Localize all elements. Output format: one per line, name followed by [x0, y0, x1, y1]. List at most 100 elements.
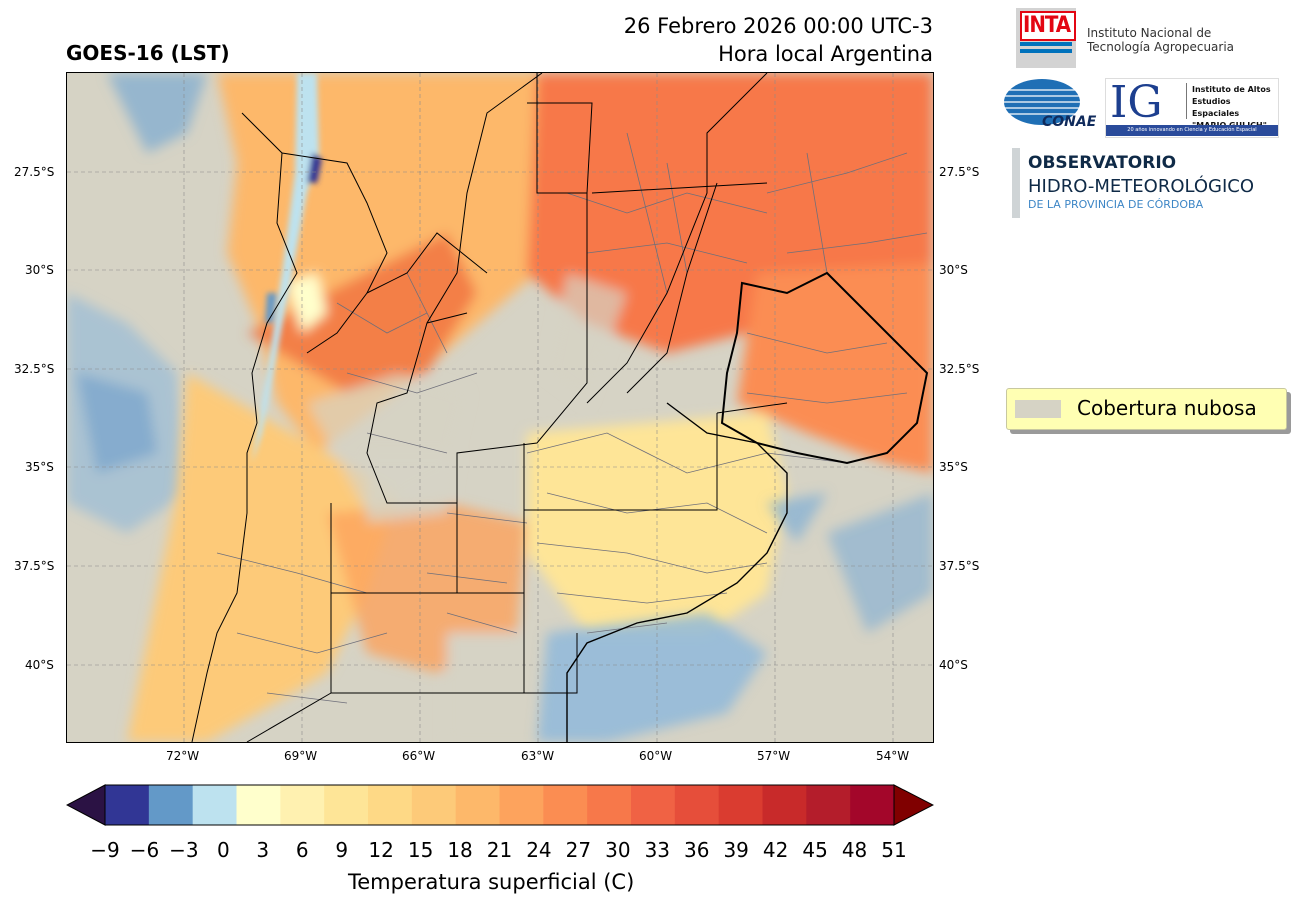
province-boundaries [191, 73, 788, 742]
colorbar-tick-label: 21 [486, 838, 513, 862]
inta-name-line: Tecnología Agropecuaria [1087, 40, 1235, 54]
lon-label: 54°W [876, 749, 910, 763]
colorbar [65, 784, 935, 826]
lat-label-right: 32.5°S [939, 362, 980, 376]
legend-label: Cobertura nubosa [1077, 396, 1257, 420]
lon-label: 63°W [521, 749, 555, 763]
ig-logo-mark: IG [1110, 77, 1163, 128]
uruguay-border [720, 271, 929, 465]
colorbar-tick-label: −3 [169, 838, 199, 862]
colorbar-segment [236, 785, 281, 825]
colorbar-segment [148, 785, 194, 825]
lon-label: 66°W [402, 749, 436, 763]
colorbar-label: Temperatura superficial (C) [348, 870, 635, 894]
colorbar-tick-label: 0 [216, 838, 230, 862]
lat-label-right: 37.5°S [939, 559, 980, 573]
colorbar-tick-label: 48 [841, 838, 868, 862]
colorbar-tick-label: 3 [256, 838, 270, 862]
colorbar-tick-label: 6 [295, 838, 309, 862]
lat-label-left: 37.5°S [14, 559, 55, 573]
colorbar-tick-label: 42 [762, 838, 789, 862]
map-title: GOES-16 (LST) [66, 41, 230, 65]
colorbar-segment [718, 785, 763, 825]
ig-tagline: 20 años innovando en Ciencia y Educación… [1106, 125, 1278, 136]
timezone-line: Hora local Argentina [718, 42, 933, 66]
colorbar-segment [587, 785, 632, 825]
colorbar-segment [280, 785, 325, 825]
lon-label: 60°W [639, 749, 673, 763]
lat-label-left: 35°S [25, 460, 54, 474]
colorbar-segment [806, 785, 851, 825]
colorbar-max-extension [893, 784, 935, 826]
colorbar-tick-label: 30 [605, 838, 631, 862]
colorbar-tick-label: 18 [447, 838, 473, 862]
inta-name-line: Instituto Nacional de [1087, 26, 1212, 40]
colorbar-tick-label: 39 [723, 838, 749, 862]
conae-logo-mark: CONAE [1042, 114, 1097, 130]
observatorio-title: OBSERVATORIO [1028, 153, 1177, 173]
lon-label: 57°W [757, 749, 791, 763]
lat-label-left: 27.5°S [14, 165, 55, 179]
colorbar-tick-label: 12 [368, 838, 394, 862]
colorbar-min-extension [65, 784, 106, 826]
pacific-cloud-region [67, 73, 207, 533]
map-gridlines [67, 73, 933, 742]
conae-emblem [1004, 79, 1080, 125]
colorbar-tick-label: 45 [802, 838, 828, 862]
inta-logo-mark: INTA [1023, 13, 1071, 38]
lat-label-right: 27.5°S [939, 165, 980, 179]
lat-label-left: 32.5°S [14, 362, 55, 376]
inta-logo: INTA [1016, 8, 1076, 68]
colorbar-segment [105, 785, 150, 825]
observatorio-region: DE LA PROVINCIA DE CÓRDOBA [1028, 198, 1204, 211]
colorbar-tick-label: −6 [129, 838, 160, 862]
atlantic-cloud-region [537, 493, 933, 742]
colorbar-segment [324, 785, 369, 825]
colorbar-segment [499, 785, 544, 825]
ig-name-line: Instituto de Altos [1192, 85, 1271, 94]
lat-label-right: 30°S [939, 263, 968, 277]
colorbar-tick-label: 33 [644, 838, 671, 862]
colorbar-segment [368, 785, 413, 825]
inta-stripe [1020, 42, 1072, 46]
lat-label-right: 40°S [939, 658, 968, 672]
department-boundaries [216, 132, 928, 704]
colorbar-segment [411, 785, 457, 825]
colorbar-tick-label: 9 [335, 838, 349, 862]
legend-swatch [1015, 400, 1061, 418]
map-canvas [67, 73, 933, 742]
lon-label: 72°W [166, 749, 200, 763]
colorbar-tick-label: 36 [684, 838, 710, 862]
observatorio-subtitle: HIDRO-METEOROLÓGICO [1028, 176, 1255, 197]
inta-name: Instituto Nacional de Tecnología Agropec… [1087, 26, 1234, 54]
colorbar-tick-label: −9 [90, 838, 120, 862]
temperature-map[interactable] [66, 72, 934, 743]
observatorio-bar [1012, 148, 1020, 218]
andes-cold-strip [252, 73, 322, 463]
datetime-line: 26 Febrero 2026 00:00 UTC-3 [623, 14, 933, 38]
datetime-header: 26 Febrero 2026 00:00 UTC-3 Hora local A… [624, 12, 933, 68]
conae-logo: CONAE [1004, 78, 1096, 134]
inta-stripe [1020, 49, 1072, 53]
ig-divider [1186, 83, 1187, 119]
lon-label: 69°W [284, 749, 318, 763]
ig-name-line: Estudios Espaciales [1192, 97, 1240, 118]
colorbar-segment [543, 785, 588, 825]
ig-logo: IG Instituto de Altos Estudios Espaciale… [1105, 77, 1279, 138]
lat-label-left: 40°S [25, 658, 54, 672]
lat-label-left: 30°S [25, 263, 54, 277]
cloud-cover-legend: Cobertura nubosa [1006, 388, 1287, 430]
colorbar-tick-label: 15 [407, 838, 434, 862]
colorbar-tick-label: 27 [565, 838, 592, 862]
inta-logo-frame [1020, 11, 1076, 41]
colorbar-graphic [65, 784, 935, 826]
colorbar-segment [850, 785, 895, 825]
lat-label-right: 35°S [939, 460, 968, 474]
colorbar-segment [455, 785, 500, 825]
colorbar-tick-label: 51 [881, 838, 907, 862]
colorbar-segment [762, 785, 807, 825]
colorbar-segment [192, 785, 237, 825]
colorbar-segment [631, 785, 676, 825]
coastline [566, 402, 788, 742]
colorbar-tick-label: 24 [526, 838, 552, 862]
